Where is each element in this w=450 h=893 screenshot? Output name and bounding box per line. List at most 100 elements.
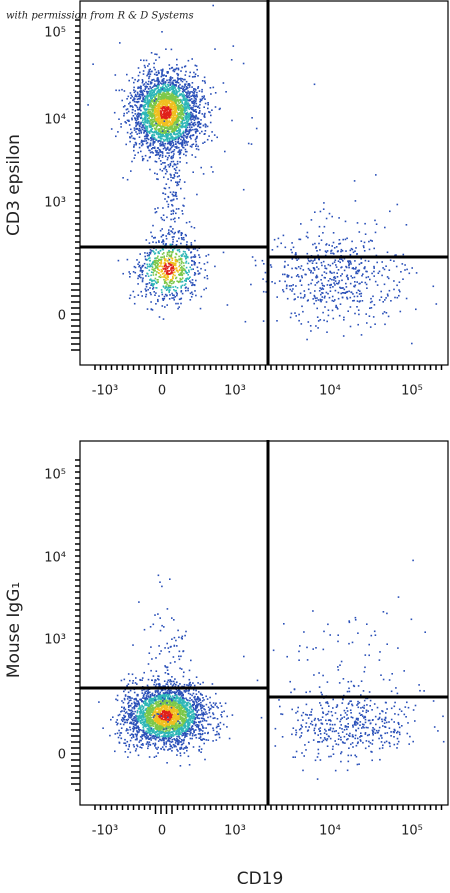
- event-dot: [148, 92, 150, 95]
- event-dot: [149, 697, 151, 699]
- event-dot: [162, 96, 164, 99]
- event-dot: [159, 265, 162, 267]
- event-dot: [184, 150, 187, 153]
- event-dot: [143, 262, 146, 265]
- event-dot: [205, 739, 208, 741]
- event-dot: [345, 265, 347, 268]
- event-dot: [135, 124, 138, 126]
- event-dot: [165, 699, 167, 701]
- event-dot: [349, 306, 352, 308]
- event-dot: [158, 316, 161, 318]
- event-dot: [191, 100, 193, 103]
- event-dot: [161, 80, 163, 83]
- event-dot: [323, 225, 326, 228]
- event-dot: [161, 228, 163, 230]
- event-dot: [181, 116, 184, 118]
- event-dot: [192, 91, 194, 94]
- event-dot: [140, 87, 142, 90]
- event-dot: [151, 128, 153, 130]
- event-dot: [163, 129, 165, 132]
- event-dot: [188, 249, 190, 251]
- event-dot: [168, 725, 170, 728]
- event-dot: [176, 99, 179, 102]
- event-dot: [313, 259, 316, 261]
- event-dot: [156, 77, 159, 80]
- event-dot: [156, 125, 159, 127]
- event-dot: [163, 257, 166, 260]
- event-dot: [141, 689, 143, 692]
- event-dot: [181, 108, 184, 111]
- event-dot: [180, 260, 183, 262]
- event-dot: [184, 115, 186, 117]
- event-dot: [167, 133, 169, 135]
- event-dot: [146, 141, 149, 144]
- x-axis-label: CD19: [237, 869, 284, 889]
- event-dot: [363, 250, 366, 252]
- event-dot: [162, 318, 165, 320]
- event-dot: [187, 59, 190, 62]
- event-dot: [179, 258, 182, 261]
- event-dot: [192, 110, 195, 112]
- event-dot: [138, 741, 141, 743]
- event-dot: [373, 270, 375, 273]
- event-dot: [156, 257, 159, 259]
- event-dot: [150, 91, 152, 93]
- event-dot: [341, 296, 344, 299]
- event-dot: [130, 94, 133, 96]
- event-dot: [176, 287, 179, 289]
- event-dot: [171, 129, 173, 131]
- event-dot: [153, 118, 155, 121]
- event-dot: [169, 285, 172, 287]
- event-dot: [156, 79, 158, 82]
- event-dot: [149, 695, 152, 698]
- event-dot: [172, 165, 174, 168]
- event-dot: [404, 264, 406, 266]
- event-dot: [181, 238, 183, 241]
- event-dot: [322, 288, 325, 290]
- event-dot: [179, 737, 181, 740]
- event-dot: [155, 249, 157, 251]
- event-dot: [166, 286, 168, 289]
- event-dot: [185, 109, 188, 111]
- event-dot: [139, 91, 142, 93]
- event-dot: [165, 48, 167, 50]
- event-dot: [148, 251, 151, 254]
- event-dot: [158, 276, 160, 278]
- event-dot: [358, 282, 360, 285]
- event-dot: [336, 250, 339, 253]
- event-dot: [201, 95, 204, 98]
- event-dot: [310, 282, 312, 285]
- event-dot: [138, 265, 140, 268]
- event-dot: [152, 105, 154, 108]
- event-dot: [167, 107, 170, 110]
- event-dot: [145, 87, 147, 89]
- event-dot: [153, 93, 155, 96]
- event-dot: [173, 84, 176, 87]
- event-dot: [191, 260, 194, 262]
- event-dot: [142, 158, 144, 160]
- event-dot: [126, 98, 128, 100]
- event-dot: [131, 105, 133, 107]
- event-dot: [166, 274, 168, 277]
- event-dot: [152, 272, 155, 274]
- event-dot: [175, 267, 178, 269]
- event-dot: [174, 260, 177, 262]
- event-dot: [331, 295, 334, 298]
- event-dot: [192, 711, 194, 713]
- event-dot: [166, 99, 168, 101]
- event-dot: [153, 136, 156, 139]
- event-dot: [174, 285, 177, 288]
- event-dot: [173, 100, 175, 102]
- event-dot: [250, 283, 252, 286]
- event-dot: [129, 136, 132, 139]
- event-dot: [161, 712, 163, 715]
- event-dot: [136, 116, 139, 118]
- event-dot: [157, 136, 160, 138]
- event-dot: [167, 749, 169, 751]
- event-dot: [178, 137, 180, 139]
- event-dot: [146, 108, 149, 110]
- event-dot: [321, 284, 324, 287]
- event-dot: [330, 252, 332, 255]
- event-dot: [195, 128, 197, 130]
- event-dot: [150, 293, 152, 296]
